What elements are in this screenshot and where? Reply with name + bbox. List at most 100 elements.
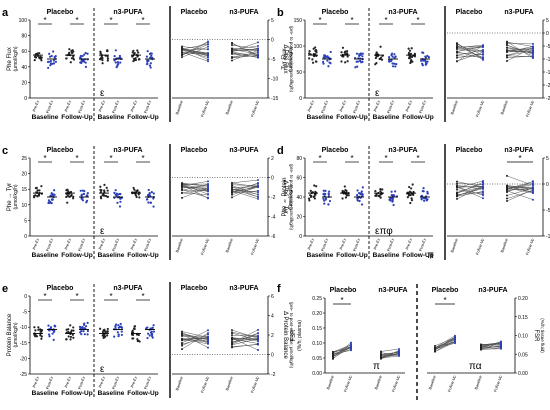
tick-label: 0.10	[518, 334, 528, 340]
data-point	[506, 198, 508, 200]
data-point	[327, 203, 329, 205]
timepoint-label: Follow-Up	[61, 252, 92, 259]
data-point	[81, 194, 83, 196]
data-point	[104, 330, 106, 332]
data-point	[207, 340, 209, 342]
data-point	[106, 196, 108, 198]
tick-label: 5	[546, 156, 549, 162]
x-tick-label: Pre-Ex	[373, 100, 381, 112]
data-point	[84, 333, 86, 335]
data-point	[257, 41, 259, 43]
data-point	[456, 51, 458, 53]
paired-line	[333, 347, 351, 358]
data-point	[358, 200, 360, 202]
data-point	[427, 192, 429, 194]
data-point	[55, 61, 57, 63]
data-point	[342, 190, 344, 192]
paired-line	[232, 180, 258, 183]
data-point	[79, 326, 81, 328]
data-point	[482, 186, 484, 188]
data-point	[311, 58, 313, 60]
data-point	[480, 348, 482, 350]
x-tick-label: Baseline	[500, 238, 509, 253]
data-point	[73, 58, 75, 60]
data-point	[106, 49, 108, 51]
data-point	[149, 65, 151, 67]
data-point	[68, 48, 70, 50]
group-title-placebo: Placebo	[47, 9, 74, 16]
data-point	[207, 48, 209, 50]
data-point	[40, 331, 42, 333]
data-point	[72, 337, 74, 339]
data-point	[532, 55, 534, 57]
data-point	[532, 49, 534, 51]
tick-label: 0.00	[518, 371, 528, 377]
data-point	[99, 58, 101, 60]
x-tick-label: Follow-Up	[200, 100, 210, 117]
data-point	[310, 196, 312, 198]
data-point	[456, 48, 458, 50]
data-point	[381, 59, 383, 61]
x-tick-label: Pre-Ex	[130, 100, 138, 112]
x-tick-label: Follow-Up	[250, 100, 260, 117]
tick-label: -5	[271, 57, 276, 63]
stat-annotation: π	[427, 250, 434, 261]
data-point	[83, 54, 85, 56]
timepoint-label: Baseline	[32, 114, 59, 121]
data-point	[394, 65, 396, 67]
tick-label: 50	[296, 70, 302, 76]
data-point	[393, 53, 395, 55]
tick-label: 0.20	[518, 296, 528, 302]
paired-line	[232, 344, 258, 347]
data-point	[257, 329, 259, 331]
tick-label: 0.05	[518, 352, 528, 358]
right-group-placebo: Placebo	[432, 287, 459, 294]
data-point	[410, 53, 412, 55]
sig-star: *	[43, 154, 46, 163]
y-axis-unit: (µmol/kg/h)	[13, 46, 19, 71]
data-point	[323, 203, 325, 205]
data-point	[356, 194, 358, 196]
data-point	[308, 57, 310, 59]
data-point	[532, 191, 534, 193]
data-point	[346, 52, 348, 54]
data-point	[328, 190, 330, 192]
data-point	[409, 50, 411, 52]
data-point	[313, 48, 315, 50]
right-group-n3pufa: n3-PUFA	[504, 147, 533, 154]
data-point	[398, 352, 400, 354]
data-point	[67, 195, 69, 197]
data-point	[328, 61, 330, 63]
stat-annotation: πα	[469, 361, 482, 372]
sig-star: *	[75, 154, 78, 163]
data-point	[231, 50, 233, 52]
data-point	[84, 327, 86, 329]
data-point	[391, 62, 393, 64]
x-tick-label: Post-Ex	[144, 376, 152, 390]
tick-label: -25	[546, 96, 550, 102]
data-point	[38, 57, 40, 59]
data-point	[87, 330, 89, 332]
data-point	[361, 190, 363, 192]
x-tick-label: Baseline	[500, 100, 509, 115]
data-point	[65, 338, 67, 340]
data-point	[54, 325, 56, 327]
data-point	[34, 329, 36, 331]
data-point	[408, 48, 410, 50]
data-point	[424, 55, 426, 57]
data-point	[456, 60, 458, 62]
data-point	[71, 329, 73, 331]
data-point	[344, 51, 346, 53]
x-tick-label: Post-Ex	[144, 100, 152, 114]
x-tick-label: Post-Ex	[78, 100, 86, 114]
group-title-placebo: Placebo	[47, 285, 74, 292]
data-point	[482, 180, 484, 182]
timepoint-label: Baseline	[98, 114, 125, 121]
data-point	[53, 194, 55, 196]
group-title-n3pufa: n3-PUFA	[388, 9, 417, 16]
panel-letter: b	[277, 7, 284, 19]
data-point	[137, 340, 139, 342]
